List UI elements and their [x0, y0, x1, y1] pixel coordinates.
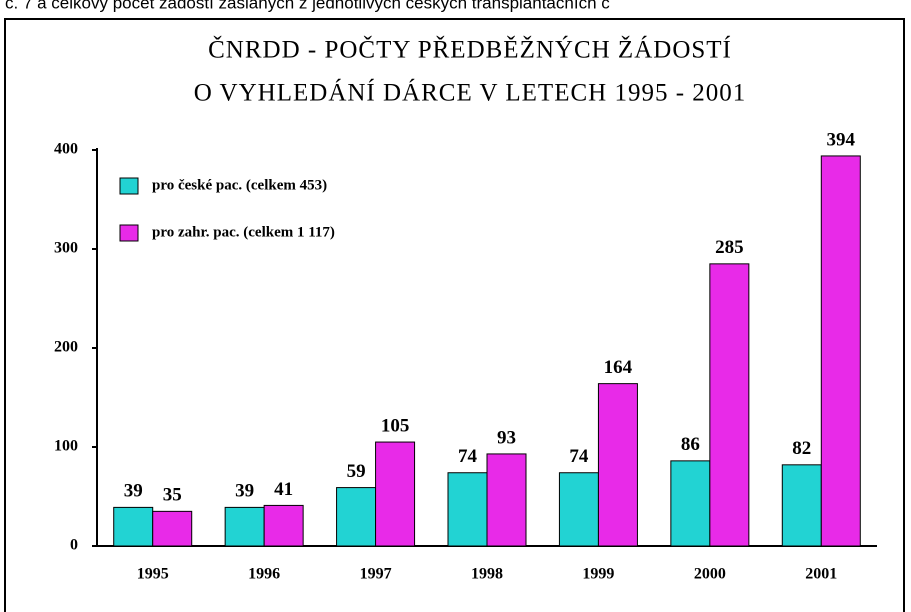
legend-label: pro zahr. pac. (celkem 1 117)	[152, 224, 335, 240]
x-tick-label: 1997	[360, 566, 392, 583]
y-tick-label: 400	[54, 141, 78, 158]
x-tick-label: 2001	[805, 566, 837, 583]
header-text: č. 7 a celkový počet žádostí zaslaných z…	[5, 0, 610, 12]
x-tick-label: 1998	[471, 566, 503, 583]
legend-swatch	[119, 224, 139, 242]
bar	[263, 504, 304, 547]
bar	[781, 464, 822, 547]
y-tick-label: 300	[54, 240, 78, 257]
x-tick-label: 1996	[248, 566, 280, 583]
bar	[113, 506, 154, 547]
bar	[152, 510, 193, 547]
bar	[375, 441, 416, 547]
x-tick-label: 2000	[694, 566, 726, 583]
data-label: 93	[497, 427, 516, 448]
data-label: 82	[792, 438, 811, 459]
data-label: 74	[458, 446, 478, 467]
data-label: 394	[827, 129, 856, 150]
data-label: 41	[274, 479, 293, 500]
bar	[224, 506, 265, 547]
chart-title: O VYHLEDÁNÍ DÁRCE V LETECH 1995 - 2001	[194, 79, 747, 107]
chart-frame	[4, 18, 905, 612]
bar	[597, 383, 638, 547]
data-label: 105	[381, 415, 410, 436]
x-tick-label: 1999	[582, 566, 614, 583]
bar	[558, 472, 599, 547]
data-label: 285	[715, 237, 744, 258]
bar	[336, 487, 377, 547]
bar	[709, 263, 750, 547]
y-tick-label: 0	[70, 537, 78, 554]
legend-label: pro české pac. (celkem 453)	[152, 177, 327, 193]
data-label: 164	[604, 357, 633, 378]
data-label: 74	[569, 446, 589, 467]
x-tick-label: 1995	[137, 566, 169, 583]
bar	[486, 453, 527, 547]
bar	[820, 155, 861, 547]
y-tick-label: 100	[54, 438, 78, 455]
bar	[447, 472, 488, 547]
data-label: 39	[235, 481, 254, 502]
y-tick-label: 200	[54, 339, 78, 356]
bar	[670, 460, 711, 547]
data-label: 86	[681, 434, 700, 455]
data-label: 35	[163, 485, 182, 506]
legend-swatch	[119, 177, 139, 195]
data-label: 59	[347, 461, 366, 482]
data-label: 39	[124, 481, 143, 502]
chart-title: ČNRDD - POČTY PŘEDBĚŽNÝCH ŽÁDOSTÍ	[208, 36, 732, 64]
